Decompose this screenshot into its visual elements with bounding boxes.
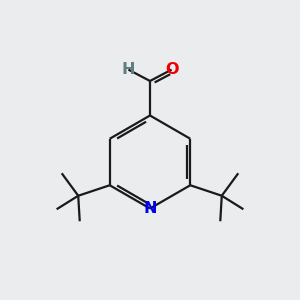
Text: N: N (143, 201, 157, 216)
Text: H: H (122, 62, 135, 77)
Text: O: O (165, 62, 178, 77)
